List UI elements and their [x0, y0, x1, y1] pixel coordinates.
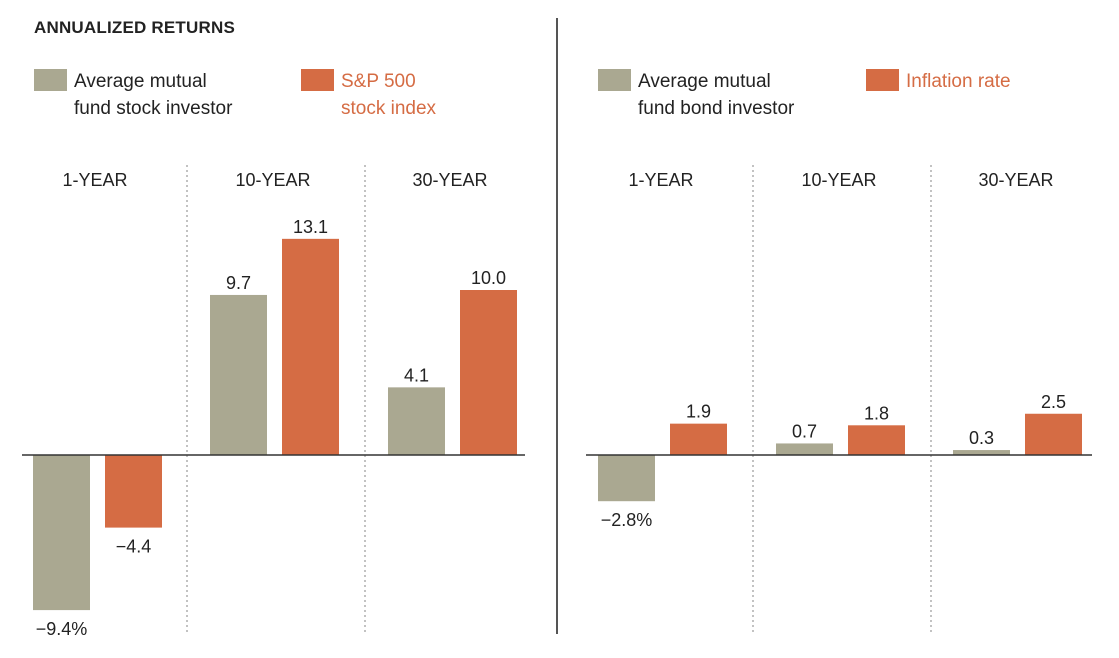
- bar-inflation-rate-30-year: [1025, 413, 1082, 455]
- legend-label-sp500-line1: S&P 500: [341, 71, 416, 92]
- legend-label-bond-investor-line1: Average mutual: [638, 71, 771, 92]
- legend-swatch-inflation: [866, 69, 899, 91]
- data-label-s-p-500-stock-index-10-year: 13.1: [293, 217, 328, 237]
- legend-label-inflation-line1: Inflation rate: [906, 71, 1011, 92]
- bar-average-mutual-fund-stock-investor-10-year: [210, 294, 267, 455]
- legend-label-sp500-line2: stock index: [341, 98, 437, 119]
- bar-inflation-rate-10-year: [848, 425, 905, 455]
- bar-average-mutual-fund-bond-investor-30-year: [953, 450, 1010, 455]
- legend-label-bond-investor-line2: fund bond investor: [638, 98, 795, 119]
- legend-swatch-stock-investor: [34, 69, 67, 91]
- data-label-s-p-500-stock-index-30-year: 10.0: [471, 268, 506, 288]
- period-label-right-30yr: 30-YEAR: [978, 170, 1054, 190]
- bar-inflation-rate-1-year: [670, 423, 727, 455]
- bar-s-p-500-stock-index-30-year: [460, 290, 517, 455]
- data-label-average-mutual-fund-stock-investor-10-year: 9.7: [226, 273, 251, 293]
- bar-average-mutual-fund-bond-investor-10-year: [776, 443, 833, 455]
- legend-label-stock-investor-line1: Average mutual: [74, 71, 207, 92]
- bar-average-mutual-fund-stock-investor-1-year: [33, 455, 90, 611]
- bar-s-p-500-stock-index-1-year: [105, 455, 162, 528]
- legend-right-investor: Average mutual fund bond investor: [598, 68, 794, 122]
- period-label-left-10yr: 10-YEAR: [235, 170, 311, 190]
- legend-left-investor: Average mutual fund stock investor: [34, 68, 232, 122]
- data-label-inflation-rate-10-year: 1.8: [864, 403, 889, 423]
- data-label-average-mutual-fund-bond-investor-10-year: 0.7: [792, 421, 817, 441]
- data-label-average-mutual-fund-stock-investor-30-year: 4.1: [404, 365, 429, 385]
- period-label-left-30yr: 30-YEAR: [412, 170, 488, 190]
- bar-s-p-500-stock-index-10-year: [282, 238, 339, 455]
- period-label-right-10yr: 10-YEAR: [801, 170, 877, 190]
- data-label-s-p-500-stock-index-1-year: −4.4: [116, 537, 152, 557]
- period-label-left-1yr: 1-YEAR: [62, 170, 128, 190]
- data-label-average-mutual-fund-bond-investor-30-year: 0.3: [969, 428, 994, 448]
- period-label-right-1yr: 1-YEAR: [628, 170, 694, 190]
- data-label-average-mutual-fund-stock-investor-1-year: −9.4%: [36, 619, 88, 639]
- legend-left-benchmark: S&P 500 stock index: [301, 68, 436, 122]
- panel-divider: [556, 18, 558, 634]
- bar-average-mutual-fund-bond-investor-1-year: [598, 455, 655, 502]
- legend-label-stock-investor-line2: fund stock investor: [74, 98, 233, 119]
- bar-average-mutual-fund-stock-investor-30-year: [388, 387, 445, 455]
- data-label-inflation-rate-30-year: 2.5: [1041, 392, 1066, 412]
- chart-title: ANNUALIZED RETURNS: [34, 18, 235, 37]
- legend-swatch-sp500: [301, 69, 334, 91]
- legend-swatch-bond-investor: [598, 69, 631, 91]
- legend-right-benchmark: Inflation rate: [866, 68, 1011, 95]
- data-label-inflation-rate-1-year: 1.9: [686, 402, 711, 422]
- data-label-average-mutual-fund-bond-investor-1-year: −2.8%: [601, 510, 653, 530]
